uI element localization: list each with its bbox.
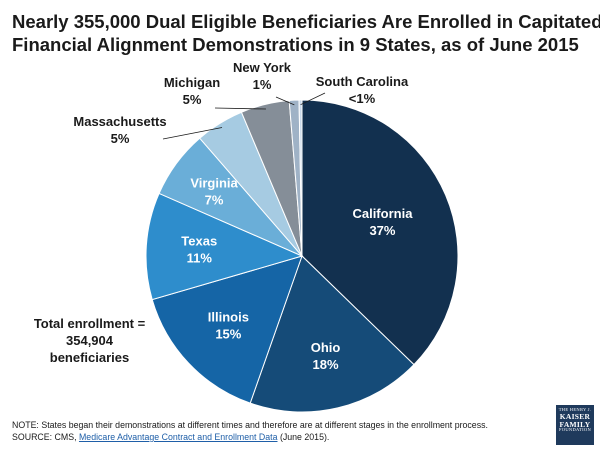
note-text: NOTE: States began their demonstrations … (12, 420, 488, 430)
slice-illinois (151, 255, 303, 404)
slice-value-california: 37% (369, 223, 395, 238)
slice-label-new-york: New York 1% (233, 60, 292, 92)
source-prefix: SOURCE: CMS, (12, 432, 79, 442)
leader-lines (162, 92, 326, 140)
slice-value-michigan: 5% (183, 92, 202, 107)
slice-label-virginia: Virginia 7% (190, 175, 238, 207)
slice-labels: California 37% Ohio 18% Illinois 15% Texas 11% V… (73, 60, 413, 372)
slice-label-massachusetts: Massachusetts 5% (73, 114, 166, 146)
slice-label-texas: Texas 11% (181, 233, 217, 265)
chart-title: Nearly 355,000 Dual Eligible Beneficiari… (12, 10, 600, 56)
slice-name-california: California (352, 206, 413, 221)
source-link[interactable]: Medicare Advantage Contract and Enrollme… (78, 432, 278, 442)
kff-logo: THE HENRY J. KAISER FAMILY FOUNDATION (556, 405, 594, 445)
slice-value-illinois: 15% (215, 327, 241, 342)
slice-california (301, 99, 459, 366)
leader-line-south-carolina (300, 92, 326, 106)
title-line-1: Nearly 355,000 Dual Eligible Beneficiari… (12, 11, 600, 32)
title-line-2: Financial Alignment Demonstrations in 9 … (12, 34, 579, 55)
leader-line-michigan (214, 107, 266, 110)
slice-value-south-carolina: <1% (349, 91, 376, 106)
slice-name-south-carolina: South Carolina (316, 74, 409, 89)
slice-texas (145, 192, 304, 301)
slice-value-massachusetts: 5% (111, 131, 130, 146)
slice-label-california: California 37% (352, 206, 413, 238)
logo-line-2: KAISER (559, 411, 591, 421)
slice-label-south-carolina: South Carolina <1% (316, 74, 409, 106)
logo-line-4: FOUNDATION (559, 427, 591, 433)
slice-name-virginia: Virginia (190, 175, 238, 190)
slice-label-ohio: Ohio 18% (311, 340, 341, 372)
footnotes: NOTE: States began their demonstrations … (12, 419, 532, 443)
source-line: SOURCE: CMS, Medicare Advantage Contract… (12, 431, 532, 443)
logo-line-3: FAMILY (559, 419, 591, 429)
total-enrollment: Total enrollment = 354,904 beneficiaries (22, 315, 157, 366)
slice-name-ohio: Ohio (311, 340, 341, 355)
logo-line-1: THE HENRY J. (558, 407, 592, 412)
slice-name-illinois: Illinois (208, 310, 249, 325)
slice-label-illinois: Illinois 15% (208, 310, 249, 342)
slice-value-texas: 11% (187, 250, 213, 265)
leader-line-new-york (275, 96, 295, 106)
slice-name-michigan: Michigan (164, 75, 220, 90)
slice-south-carolina (298, 99, 303, 257)
slice-value-ohio: 18% (313, 357, 339, 372)
slice-name-massachusetts: Massachusetts (73, 114, 166, 129)
total-line-3: beneficiaries (49, 350, 130, 365)
total-value: 354,904 (66, 333, 113, 348)
pie-slices (145, 99, 459, 413)
slice-name-texas: Texas (181, 233, 217, 248)
slice-ohio (249, 255, 415, 413)
slice-value-virginia: 7% (205, 192, 224, 207)
source-suffix: (June 2015). (277, 432, 330, 442)
slice-value-new-york: 1% (253, 77, 272, 92)
slice-name-new-york: New York (233, 60, 292, 75)
leader-line-massachusetts (162, 127, 223, 140)
total-line-1: Total enrollment = (33, 316, 146, 331)
slice-label-michigan: Michigan 5% (164, 75, 220, 107)
